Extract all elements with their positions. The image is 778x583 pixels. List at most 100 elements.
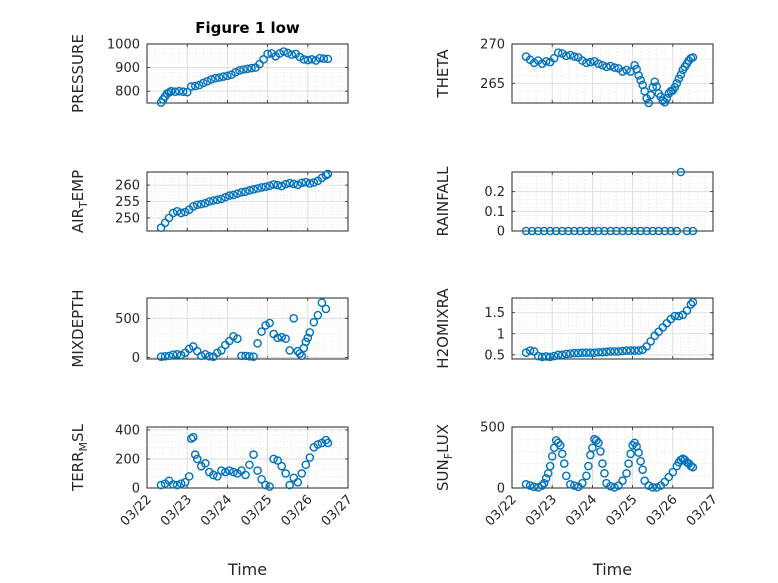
- data-point: [672, 226, 682, 236]
- data-point: [666, 226, 676, 236]
- data-point: [553, 350, 563, 360]
- data-point: [321, 170, 331, 180]
- y-axis-label: PRESSURE: [69, 34, 87, 113]
- data-point: [231, 68, 240, 77]
- data-point: [323, 438, 333, 448]
- data-point: [319, 54, 329, 63]
- data-point: [176, 208, 186, 218]
- data-point: [257, 474, 266, 484]
- data-point: [217, 194, 226, 204]
- data-point: [594, 347, 603, 357]
- data-point: [190, 81, 200, 91]
- data-point: [646, 90, 655, 100]
- data-point: [559, 459, 569, 468]
- data-point: [561, 349, 571, 359]
- data-point: [606, 226, 615, 236]
- data-point: [582, 226, 591, 236]
- data-point: [279, 47, 288, 56]
- subplot-pressure: 800 900 1000 PRESSURE Figure 1 low: [69, 19, 349, 113]
- data-point: [622, 346, 631, 355]
- axes-border: [146, 171, 349, 232]
- data-point: [323, 54, 333, 64]
- data-point: [281, 334, 290, 343]
- y-tick-label: 500: [115, 312, 140, 327]
- data-point: [570, 226, 579, 236]
- data-point: [303, 55, 313, 65]
- data-point: [205, 351, 214, 361]
- subplot-theta: 265 270 THETA: [434, 38, 714, 108]
- data-point: [549, 53, 559, 63]
- data-point: [273, 456, 282, 465]
- data-point: [555, 440, 565, 450]
- x-tick-label: 03/25: [238, 492, 275, 529]
- data-point: [259, 55, 268, 64]
- axes-frame: [511, 297, 714, 360]
- data-point: [192, 200, 202, 210]
- axes-border: [146, 43, 349, 104]
- data-point: [313, 440, 323, 449]
- data-point: [217, 346, 226, 355]
- y-tick-label: 400: [115, 423, 140, 438]
- data-point: [297, 351, 307, 361]
- data-point: [245, 186, 254, 195]
- data-point: [249, 185, 258, 194]
- data-point: [582, 348, 591, 357]
- x-axis-label: Time: [592, 560, 632, 579]
- data-point: [170, 87, 180, 96]
- data-point: [537, 352, 547, 362]
- y-tick-label: 800: [115, 85, 140, 100]
- data-point: [606, 481, 615, 491]
- y-tick-label: 260: [115, 179, 140, 194]
- data-point: [557, 350, 567, 360]
- data-point: [545, 461, 555, 471]
- data-point: [257, 327, 266, 336]
- data-point: [676, 167, 686, 177]
- data-point: [598, 347, 607, 357]
- data-point: [650, 77, 660, 87]
- axes-border: [511, 43, 714, 104]
- data-point: [317, 298, 327, 307]
- data-point: [239, 65, 248, 74]
- data-point: [565, 480, 575, 489]
- data-point: [297, 178, 307, 188]
- data-point: [648, 226, 658, 236]
- data-point: [315, 53, 325, 63]
- data-point: [537, 481, 547, 490]
- data-point: [269, 454, 278, 464]
- data-point: [618, 346, 627, 356]
- data-point: [285, 346, 295, 355]
- y-tick-label: 0: [132, 351, 140, 366]
- data-point: [545, 226, 555, 236]
- data-point: [521, 226, 531, 236]
- y-tick-label: 1.5: [484, 306, 505, 321]
- data-point: [307, 55, 317, 64]
- data-point: [622, 65, 631, 75]
- data-point: [541, 57, 551, 66]
- data-point: [241, 470, 250, 480]
- data-point: [265, 482, 274, 491]
- data-point: [277, 181, 286, 191]
- x-tick-label: 03/23: [523, 492, 560, 529]
- data-point: [221, 192, 230, 202]
- data-point: [570, 481, 579, 490]
- data-point: [275, 49, 284, 58]
- series-markers: [521, 48, 698, 108]
- data-point: [168, 480, 178, 489]
- data-point: [301, 177, 311, 187]
- data-point: [570, 52, 579, 61]
- data-point: [253, 184, 262, 193]
- data-point: [180, 477, 190, 487]
- data-point: [618, 226, 627, 236]
- data-point: [646, 337, 655, 346]
- data-point: [293, 477, 303, 487]
- data-point: [247, 63, 256, 73]
- data-point: [596, 447, 605, 456]
- data-point: [670, 311, 680, 321]
- y-axis-label: RAINFALL: [434, 166, 452, 237]
- data-point: [594, 226, 603, 236]
- data-point: [188, 432, 198, 442]
- data-point: [229, 467, 238, 477]
- data-point: [606, 61, 615, 71]
- data-point: [200, 198, 210, 208]
- data-point: [297, 469, 307, 478]
